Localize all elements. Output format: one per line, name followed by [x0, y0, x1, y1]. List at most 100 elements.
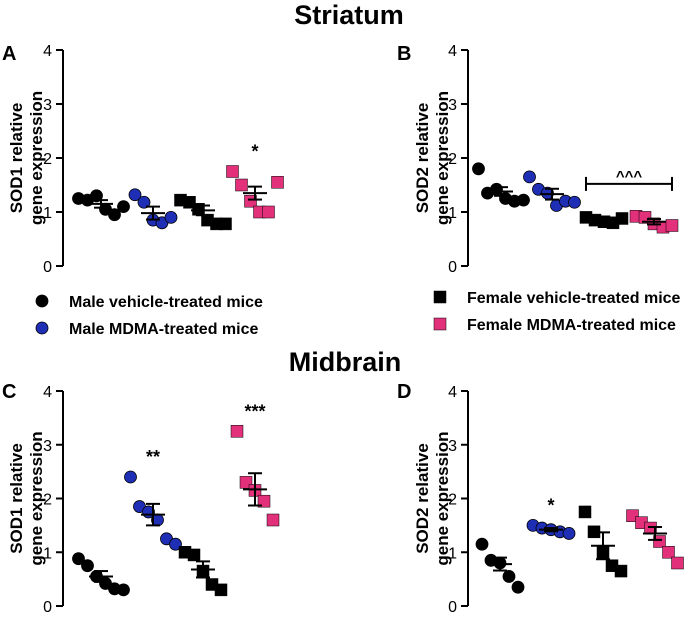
- data-point: [262, 205, 275, 219]
- legend-marker: [433, 290, 447, 304]
- data-point: [214, 583, 228, 597]
- data-point: [244, 194, 257, 208]
- y-axis-label: SOD2 relativegene expression: [413, 91, 452, 225]
- y-axis-label-line1: SOD2 relative: [413, 443, 432, 554]
- legend-item: Female MDMA-treated mice: [433, 317, 676, 334]
- data-point: [472, 162, 485, 176]
- y-tick-label: 1: [43, 545, 52, 562]
- y-tick-label: 2: [43, 151, 52, 168]
- y-tick-label: 2: [448, 151, 457, 168]
- legend-marker: [35, 294, 49, 308]
- panel-a: A 0 1 2 3 4 SOD1 relativegene expression *: [2, 43, 284, 276]
- data-point: [614, 564, 628, 578]
- data-point: [117, 583, 130, 597]
- y-tick-label: 4: [448, 384, 457, 401]
- significance-marker: ***: [244, 401, 265, 421]
- legend-item: Female vehicle-treated mice: [433, 290, 681, 307]
- legend-item: Male MDMA-treated mice: [35, 321, 258, 338]
- data-point: [187, 548, 201, 562]
- data-point: [562, 527, 576, 540]
- data-point: [226, 165, 239, 178]
- y-tick-label: 4: [43, 43, 52, 60]
- data-point: [117, 200, 130, 214]
- y-axis-label: SOD1 relativegene expression: [7, 431, 46, 565]
- y-axis-label: SOD2 relativegene expression: [413, 431, 452, 565]
- y-tick-label: 0: [448, 259, 457, 276]
- data-point: [653, 535, 666, 548]
- y-tick-label: 1: [448, 545, 457, 562]
- data-point: [615, 212, 629, 225]
- data-point: [511, 580, 525, 594]
- y-tick-label: 0: [43, 599, 52, 615]
- legend-label: Male MDMA-treated mice: [69, 321, 258, 338]
- data-point: [124, 470, 137, 484]
- y-tick-label: 3: [448, 97, 457, 114]
- y-axis-label-line1: SOD1 relative: [7, 443, 26, 554]
- y-axis-label-line1: SOD1 relative: [7, 103, 26, 214]
- y-axis-label-line2: gene expression: [433, 91, 452, 225]
- y-tick-label: 1: [43, 205, 52, 222]
- data-point: [219, 217, 232, 231]
- data-point: [671, 556, 684, 570]
- y-tick-label: 2: [448, 492, 457, 509]
- y-axis-label-line2: gene expression: [433, 431, 452, 565]
- significance-marker: **: [146, 447, 160, 467]
- panel-d: D 0 1 2 3 4 SOD2 relativegene expression *: [397, 381, 684, 616]
- data-point: [568, 195, 581, 209]
- bracket-label: ^^^: [616, 168, 643, 185]
- data-point: [665, 219, 679, 232]
- data-point: [502, 570, 516, 583]
- significance-marker: *: [251, 142, 258, 162]
- legend-item: Male vehicle-treated mice: [35, 294, 263, 311]
- y-tick-label: 4: [43, 384, 52, 401]
- significance-marker: *: [547, 495, 554, 515]
- panel-letter: A: [2, 43, 16, 65]
- legend-label: Female MDMA-treated mice: [467, 317, 676, 334]
- data-point: [271, 176, 284, 189]
- panel-letter: B: [397, 43, 411, 65]
- data-point: [72, 552, 85, 566]
- y-tick-label: 0: [43, 259, 52, 276]
- y-axis-label-line2: gene expression: [27, 431, 46, 565]
- data-point: [257, 494, 271, 508]
- y-tick-label: 1: [448, 205, 457, 222]
- panel-letter: D: [397, 381, 411, 403]
- data-point: [517, 193, 530, 207]
- legend-marker: [433, 317, 447, 331]
- section-title-striatum: Striatum: [294, 0, 404, 30]
- data-point: [523, 170, 536, 184]
- legend-label: Female vehicle-treated mice: [467, 290, 681, 307]
- y-axis-label: SOD1 relativegene expression: [7, 91, 46, 225]
- y-tick-label: 3: [43, 438, 52, 455]
- data-point: [169, 537, 182, 551]
- data-point: [90, 189, 103, 203]
- data-point: [230, 425, 244, 438]
- data-point: [662, 546, 675, 559]
- y-tick-label: 0: [448, 599, 457, 615]
- data-point: [108, 208, 121, 222]
- y-axis-label-line1: SOD2 relative: [413, 103, 432, 214]
- data-point: [578, 505, 592, 519]
- data-point: [164, 210, 178, 224]
- y-tick-label: 3: [43, 97, 52, 114]
- data-point: [81, 559, 94, 573]
- y-axis-label-line2: gene expression: [27, 91, 46, 225]
- legend-label: Male vehicle-treated mice: [69, 294, 263, 311]
- data-point: [128, 188, 142, 202]
- data-point: [475, 537, 489, 551]
- legend-marker: [35, 321, 49, 335]
- y-tick-label: 4: [448, 43, 457, 60]
- legend: Male vehicle-treated mice Male MDMA-treat…: [35, 290, 681, 338]
- data-point: [235, 178, 248, 192]
- section-title-midbrain: Midbrain: [289, 347, 402, 377]
- panel-b: B 0 1 2 3 4 SOD2 relativegene expression ^^^: [397, 43, 679, 276]
- data-point: [266, 513, 280, 527]
- y-tick-label: 3: [448, 438, 457, 455]
- panel-letter: C: [2, 381, 16, 403]
- data-point: [137, 195, 151, 209]
- y-tick-label: 2: [43, 492, 52, 509]
